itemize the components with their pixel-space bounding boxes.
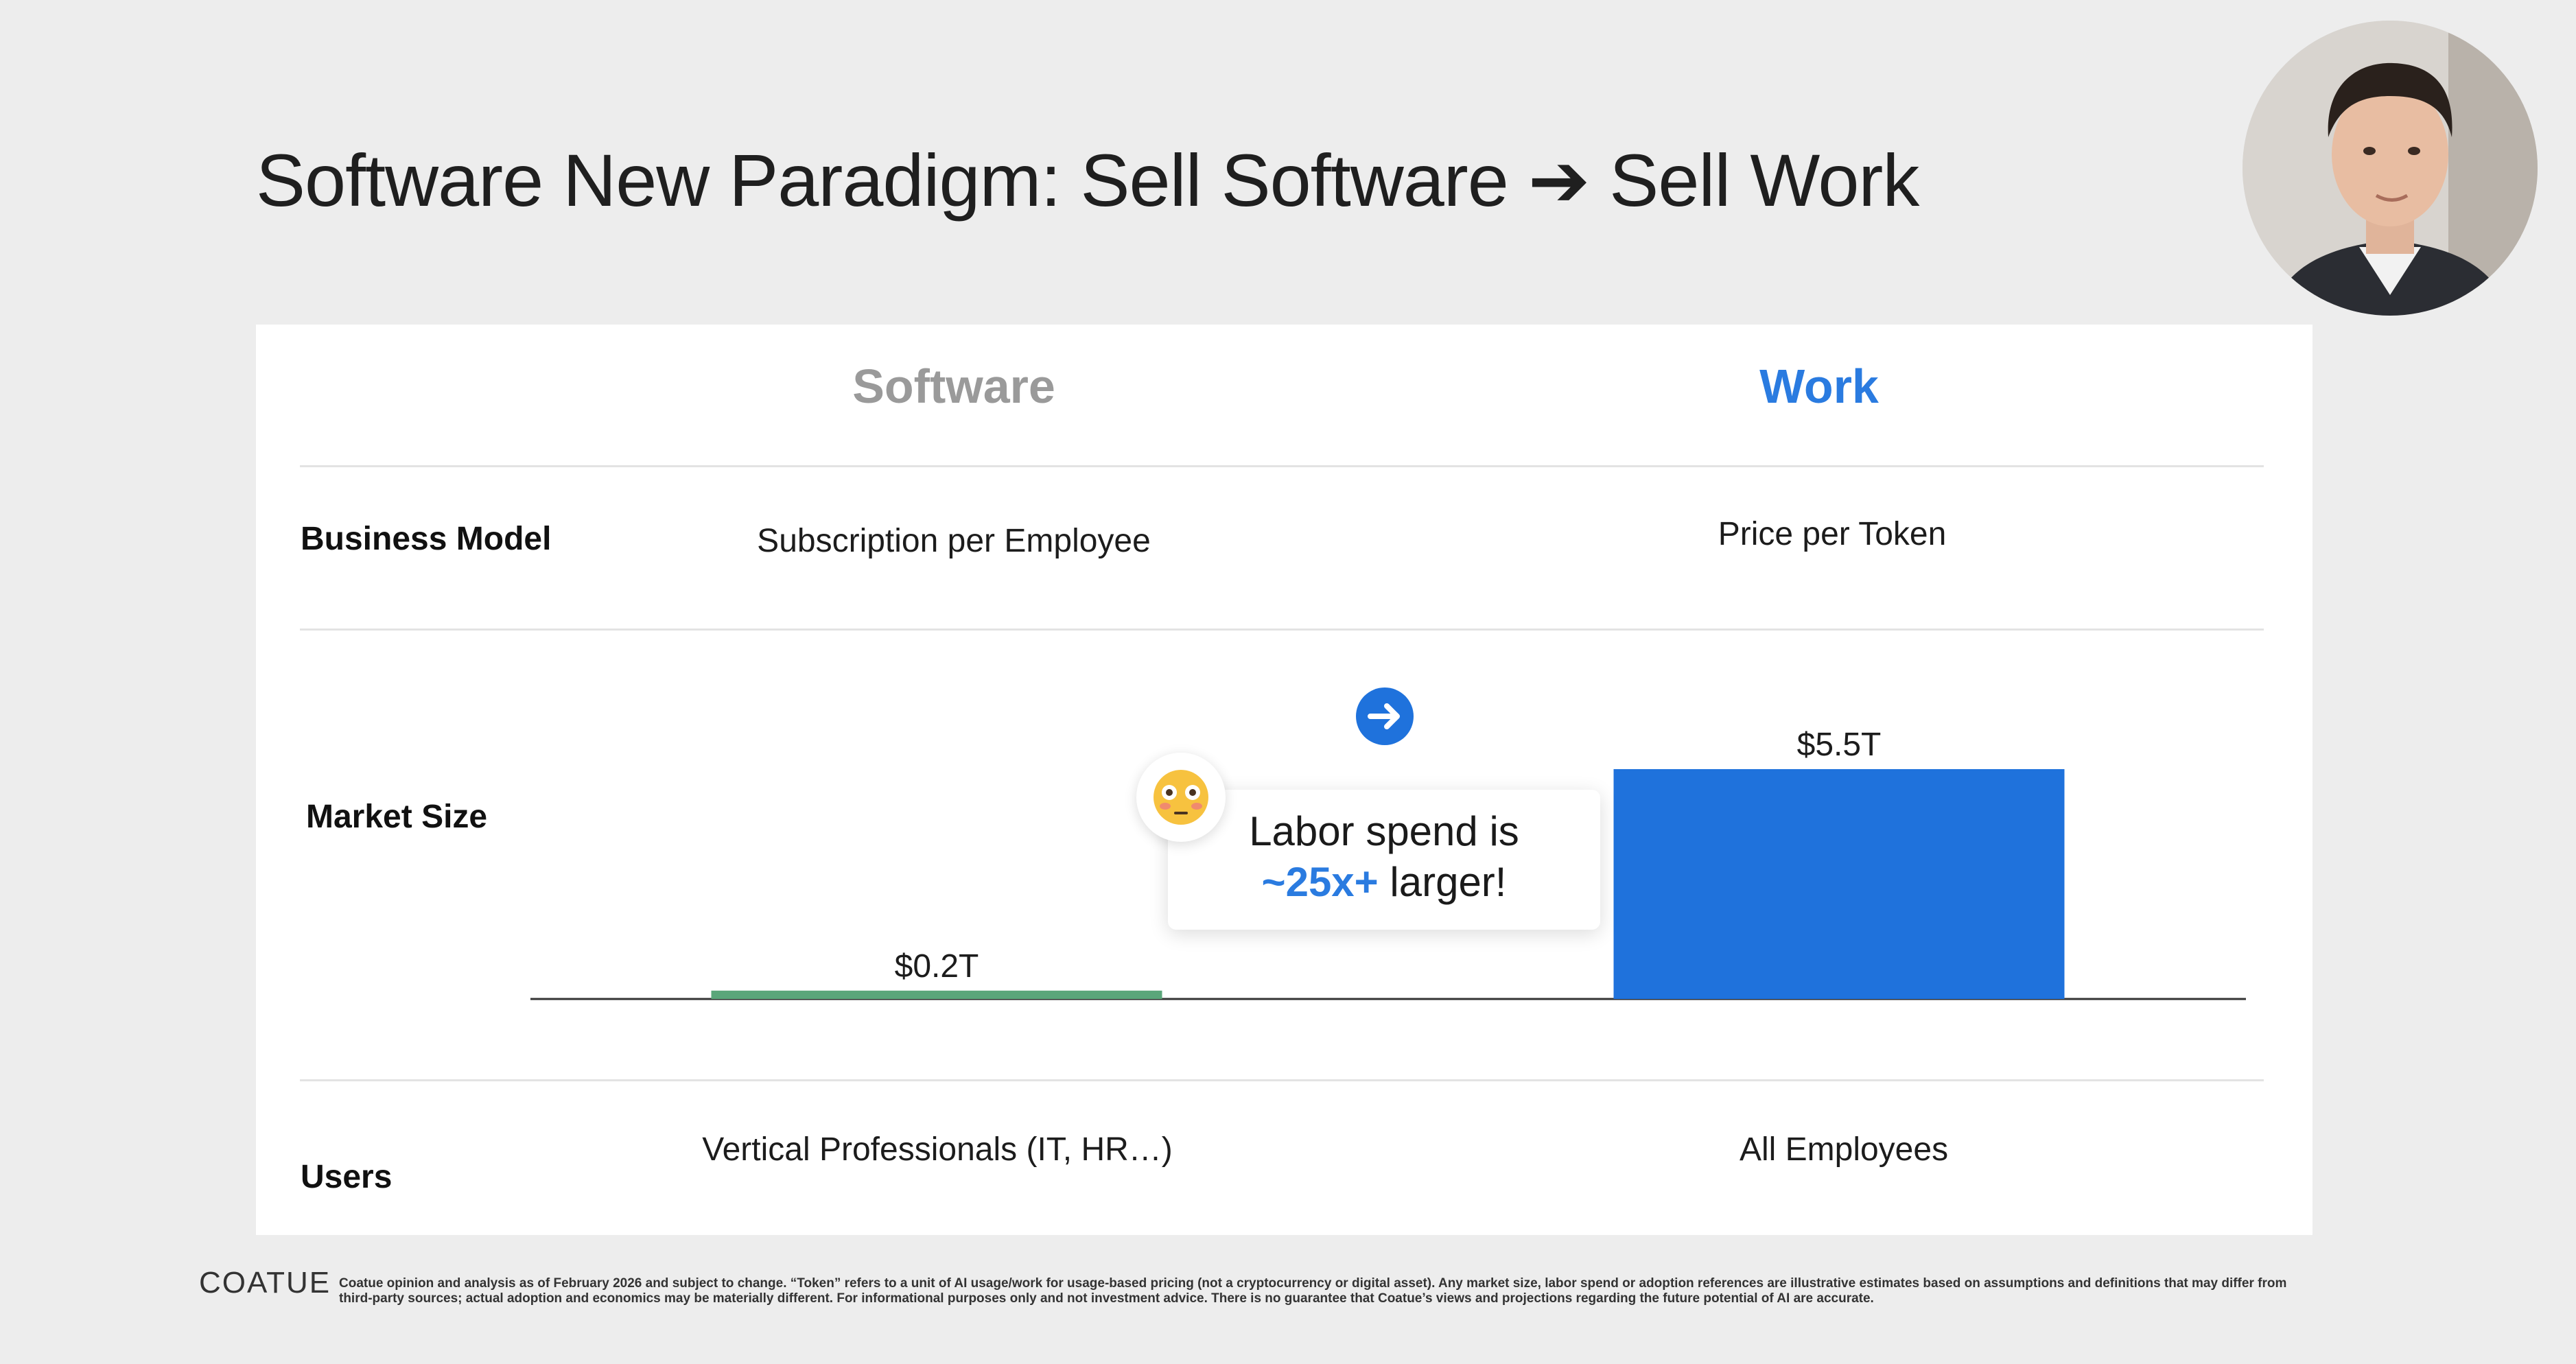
column-header-work: Work [1759, 360, 1879, 413]
row-label-business-model: Business Model [301, 521, 552, 557]
row-divider [300, 1079, 2264, 1081]
callout-line-2: ~25x+ larger! [1168, 857, 1600, 908]
callout-line-1: Labor spend is [1249, 808, 1519, 854]
data-label-work: $5.5T [1797, 727, 1882, 763]
business-model-work: Price per Token [1718, 516, 1947, 552]
comparison-table: Software Work Business Model Subscriptio… [256, 325, 2312, 1235]
users-software: Vertical Professionals (IT, HR…) [702, 1131, 1173, 1168]
callout-highlight: ~25x+ [1261, 859, 1379, 905]
presenter-portrait-icon [2243, 21, 2538, 316]
arrow-right-circle-icon [1355, 687, 1414, 746]
coatue-logo: COATUE [199, 1266, 331, 1300]
bar-work [1613, 769, 2065, 999]
bar-software [711, 990, 1162, 999]
labor-spend-callout: Labor spend is ~25x+ larger! [1168, 790, 1600, 930]
business-model-software: Subscription per Employee [757, 523, 1151, 559]
presenter-video-avatar [2243, 21, 2538, 316]
callout-rest: larger! [1378, 859, 1507, 905]
disclaimer-text: Coatue opinion and analysis as of Februa… [339, 1276, 2287, 1306]
row-divider [300, 628, 2264, 631]
users-work: All Employees [1739, 1131, 1949, 1168]
row-divider [300, 465, 2264, 467]
flushed-face-icon [1136, 753, 1226, 842]
market-size-chart: $0.2T $5.5T [530, 727, 2246, 1000]
row-label-market-size: Market Size [306, 799, 488, 835]
column-header-software: Software [852, 360, 1055, 413]
slide-title: Software New Paradigm: Sell Software ➔ S… [256, 139, 1919, 222]
data-label-software: $0.2T [895, 948, 979, 985]
row-label-users: Users [301, 1159, 393, 1195]
